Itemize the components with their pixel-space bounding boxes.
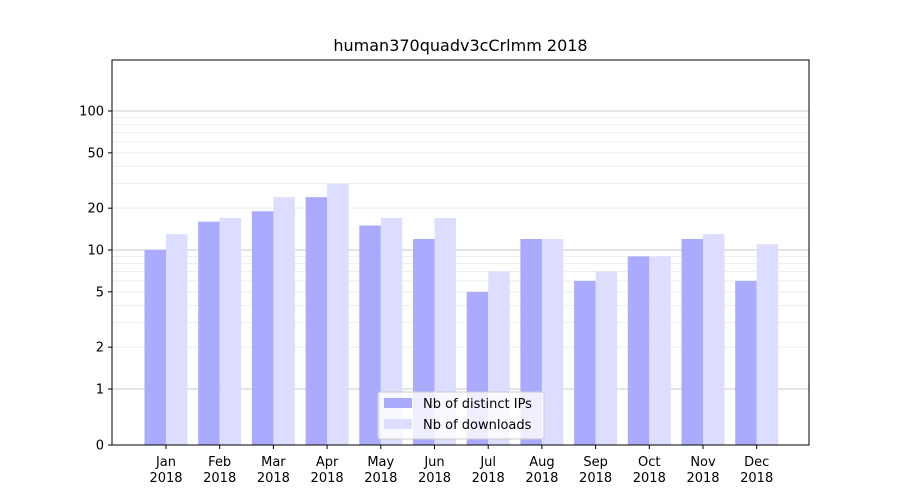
legend-label-ips: Nb of distinct IPs — [423, 397, 532, 412]
bar-downloads-jun — [434, 217, 456, 445]
bar-downloads-dec — [756, 244, 779, 445]
x-tick-label: Sep 2018 — [579, 455, 612, 486]
x-tick-label: Dec 2018 — [740, 455, 773, 486]
chart-title: human370quadv3cCrlmm 2018 — [333, 36, 587, 55]
x-tick-label: Mar 2018 — [257, 455, 290, 486]
bar-downloads-feb — [219, 217, 242, 445]
bar-downloads-may — [380, 217, 403, 445]
legend-box — [377, 391, 545, 440]
y-tick-label: 0 — [96, 439, 104, 454]
bar-downloads-aug — [541, 238, 564, 445]
bar-ips-may — [359, 225, 381, 445]
bar-downloads-sep — [595, 271, 618, 445]
bar-downloads-nov — [703, 234, 725, 445]
y-tick-label: 10 — [87, 244, 104, 259]
y-axis: 0 1 2 5 10 20 50 100 — [79, 105, 112, 454]
y-tick-label: 2 — [96, 341, 104, 356]
x-tick-label: Jul 2018 — [472, 455, 505, 486]
bar-downloads-mar — [273, 197, 295, 445]
x-tick-label: Oct 2018 — [633, 455, 666, 486]
bar-ips-mar — [251, 211, 274, 445]
bar-ips-apr — [305, 197, 328, 445]
y-tick-label: 100 — [79, 105, 104, 120]
bar-ips-nov — [681, 238, 703, 445]
bar-downloads-apr — [327, 183, 349, 445]
x-tick-label: Jun 2018 — [418, 455, 451, 486]
legend-label-downloads: Nb of downloads — [423, 418, 532, 433]
plot-frame — [111, 59, 810, 446]
y-tick-label: 1 — [96, 383, 104, 398]
x-axis: Jan 2018 Feb 2018 Mar 2018 Apr 2018 May 2018 Jun 20… — [149, 445, 773, 486]
bar-ips-oct — [627, 256, 650, 445]
x-tick-label: Aug 2018 — [525, 455, 558, 486]
y-tick-label: 20 — [87, 202, 104, 217]
legend-swatch-ips — [384, 398, 412, 408]
bar-downloads-oct — [649, 256, 671, 445]
legend: Nb of distinct IPs Nb of downloads — [377, 391, 545, 440]
x-tick-label: Jan 2018 — [149, 455, 182, 486]
y-tick-label: 5 — [96, 285, 104, 300]
x-tick-label: Apr 2018 — [311, 455, 344, 486]
bar-ips-dec — [735, 280, 757, 445]
bar-ips-sep — [574, 280, 596, 445]
legend-swatch-downloads — [384, 419, 412, 429]
x-tick-label: Feb 2018 — [203, 455, 236, 486]
x-tick-label: Nov 2018 — [686, 455, 719, 486]
bar-ips-feb — [198, 221, 220, 445]
bar-ips-jan — [144, 250, 166, 445]
y-tick-label: 50 — [87, 146, 104, 161]
x-tick-label: May 2018 — [364, 455, 397, 486]
bar-downloads-jan — [166, 234, 188, 445]
